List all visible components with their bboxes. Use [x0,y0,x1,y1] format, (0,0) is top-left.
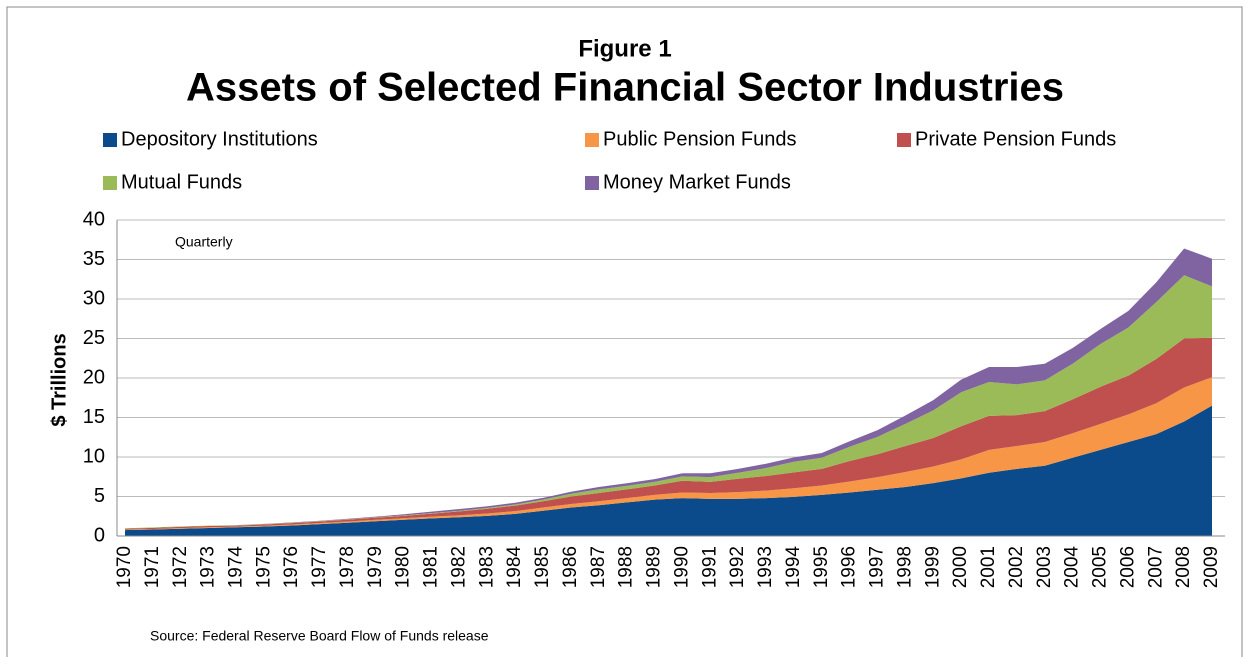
y-axis-label: $ Trillions [48,333,70,426]
x-tick-label: 1993 [755,546,776,588]
legend-label: Depository Institutions [121,128,318,150]
y-tick-label: 10 [83,445,105,467]
y-tick-label: 5 [94,485,105,507]
x-tick-label: 1999 [922,546,943,588]
legend-label: Public Pension Funds [603,128,796,150]
y-tick-label: 30 [83,287,105,309]
x-tick-label: 1973 [198,546,219,588]
y-tick-label: 40 [83,208,105,230]
area [125,337,1212,530]
x-tick-label: 1990 [671,546,692,588]
y-tick-label: 25 [83,327,105,349]
area [125,377,1212,531]
annotation: Quarterly [175,234,233,250]
x-tick-label: 2009 [1201,546,1222,588]
x-tick-label: 1978 [337,546,358,588]
legend-swatch [897,133,911,147]
x-tick-label: 1970 [114,546,135,588]
x-tick-label: 1996 [839,546,860,588]
area [125,405,1212,536]
x-tick-label: 1972 [170,546,191,588]
x-tick-label: 1977 [309,546,330,588]
x-tick-label: 1976 [281,546,302,588]
x-tick-label: 1987 [588,546,609,588]
x-tick-label: 2001 [978,546,999,588]
x-tick-label: 1991 [699,546,720,588]
x-tick-label: 1988 [616,546,637,588]
x-tick-label: 1980 [393,546,414,588]
x-tick-label: 1984 [504,546,525,589]
y-tick-label: 35 [83,248,105,270]
legend-label: Mutual Funds [121,171,242,193]
chart-title: Assets of Selected Financial Sector Indu… [186,66,1064,110]
area [125,275,1212,529]
x-tick-label: 1982 [448,546,469,588]
x-tick-label: 1997 [867,546,888,588]
x-tick-label: 1986 [560,546,581,588]
x-tick-label: 2005 [1090,546,1111,588]
frame [6,6,1243,657]
x-tick-label: 1983 [476,546,497,588]
x-tick-label: 2007 [1145,546,1166,588]
legend-swatch [103,176,117,190]
x-tick-label: 1985 [532,546,553,588]
x-tick-label: 1981 [421,546,442,588]
figure-label: Figure 1 [578,35,671,62]
x-tick-label: 2004 [1062,546,1083,589]
x-tick-label: 2008 [1173,546,1194,588]
x-tick-label: 1975 [253,546,274,588]
legend-swatch [103,133,117,147]
x-tick-label: 1989 [644,546,665,588]
x-tick-label: 2006 [1117,546,1138,588]
x-tick-label: 1998 [894,546,915,588]
x-tick-label: 2000 [950,546,971,588]
x-tick-label: 1971 [142,546,163,588]
x-tick-label: 2003 [1034,546,1055,588]
y-tick-label: 20 [83,366,105,388]
x-tick-label: 1994 [783,546,804,589]
legend-swatch [585,133,599,147]
x-tick-label: 1995 [811,546,832,588]
x-tick-label: 1974 [226,546,247,589]
y-tick-label: 0 [94,524,105,546]
x-tick-label: 1979 [365,546,386,588]
source: Source: Federal Reserve Board Flow of Fu… [150,628,489,644]
legend-label: Private Pension Funds [915,128,1116,150]
x-tick-label: 2002 [1006,546,1027,588]
x-tick-label: 1992 [727,546,748,588]
legend-label: Money Market Funds [603,171,791,193]
legend-swatch [585,176,599,190]
y-tick-label: 15 [83,406,105,428]
